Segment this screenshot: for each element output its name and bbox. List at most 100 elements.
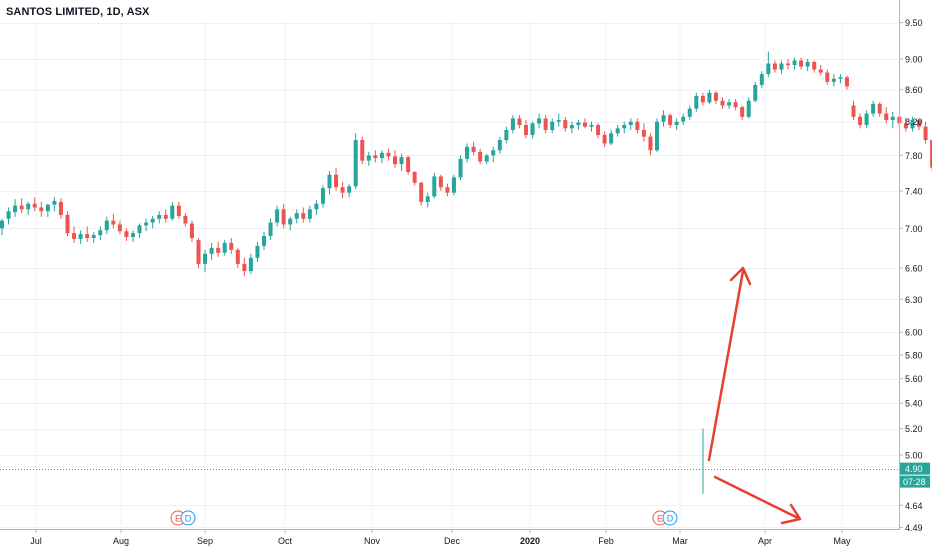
y-tick-label: 5.00: [905, 451, 923, 461]
candle-body: [235, 249, 240, 264]
candle-body: [537, 118, 542, 124]
candle-body: [229, 242, 234, 250]
x-tick-label: Jul: [30, 536, 42, 546]
candle-body: [222, 242, 227, 253]
candle-body: [327, 174, 332, 189]
candle-body: [890, 116, 895, 121]
candle-body: [628, 121, 633, 126]
candle-body: [792, 60, 797, 66]
candle-body: [124, 231, 129, 238]
candle-body: [52, 200, 57, 205]
arrow-up-line: [707, 269, 745, 462]
candle-body: [903, 123, 908, 129]
candle-body: [131, 233, 135, 238]
candle-body: [78, 234, 83, 239]
candle-body: [183, 215, 188, 224]
candle-body: [438, 176, 443, 188]
candle-body: [104, 220, 109, 231]
candle-body: [203, 253, 208, 264]
candle-body: [510, 118, 515, 130]
candle-body: [379, 152, 384, 159]
dividend-marker-label: D: [667, 514, 674, 524]
x-tick-label: Apr: [758, 536, 772, 546]
candle-body: [465, 146, 470, 159]
y-tick-label: 7.00: [905, 224, 923, 234]
candle-body: [144, 222, 149, 226]
candle-body: [65, 214, 70, 234]
candle-body: [550, 121, 555, 130]
candle-body: [812, 62, 817, 70]
candle-body: [320, 188, 325, 204]
candle-body: [864, 113, 869, 126]
candle-body: [858, 116, 863, 126]
candle-body: [307, 209, 312, 219]
y-tick-label: 6.00: [905, 328, 923, 338]
candle-body: [582, 122, 587, 127]
candle-body: [176, 205, 181, 216]
y-tick-label: 5.60: [905, 374, 923, 384]
y-tick-label: 5.80: [905, 351, 923, 361]
candle-body: [884, 113, 889, 121]
candle-body: [137, 225, 142, 234]
y-tick-label: 5.20: [905, 424, 923, 434]
candle-body: [85, 234, 90, 239]
y-tick-label: 6.60: [905, 263, 923, 273]
candle-body: [268, 222, 273, 237]
candle-body: [406, 157, 411, 173]
candle-body: [733, 102, 738, 108]
earnings-marker-label: E: [175, 514, 181, 524]
candle-body: [491, 150, 496, 156]
y-tick-label: 6.30: [905, 295, 923, 305]
candle-body: [930, 140, 932, 168]
candle-body: [412, 172, 417, 183]
candle-body: [851, 105, 856, 117]
y-tick-label: 8.60: [905, 85, 923, 95]
candle-body: [700, 95, 705, 103]
candle-body: [209, 247, 214, 254]
x-tick-label: Oct: [278, 536, 293, 546]
candle-body: [923, 126, 928, 141]
x-tick-label: May: [833, 536, 851, 546]
candle-body: [497, 140, 502, 151]
dividend-marker-label: D: [185, 514, 192, 524]
candle-body: [556, 120, 561, 122]
candle-body: [19, 205, 24, 210]
x-tick-label: 2020: [520, 536, 540, 546]
candle-body: [6, 211, 11, 219]
candle-body: [576, 122, 581, 126]
x-tick-label: Dec: [444, 536, 461, 546]
chart-title: SANTOS LIMITED, 1D, ASX: [6, 6, 150, 18]
y-tick-label: 5.40: [905, 399, 923, 409]
candle-body: [340, 187, 345, 193]
candle-body: [589, 125, 594, 127]
candle-body: [517, 118, 522, 126]
candle-body: [117, 224, 122, 232]
candle-body: [314, 203, 319, 210]
candle-body: [386, 152, 391, 157]
arrow-down-head: [780, 503, 802, 525]
candle-body: [39, 207, 44, 212]
candle-body: [451, 177, 456, 193]
x-tick-label: Feb: [598, 536, 614, 546]
candle-body: [779, 63, 784, 70]
y-tick-label: 9.50: [905, 18, 923, 28]
candle-body: [189, 223, 194, 239]
candle-body: [910, 120, 915, 129]
candle-body: [569, 125, 574, 129]
candle-body: [622, 125, 627, 129]
candle-body: [98, 230, 103, 236]
candle-body: [602, 134, 607, 144]
candle-body: [360, 140, 365, 161]
countdown-badge: [900, 475, 930, 488]
x-tick-label: Nov: [364, 536, 381, 546]
candle-body: [196, 239, 201, 264]
candle-body: [668, 115, 673, 126]
candle-body: [170, 205, 175, 219]
candle-body: [759, 74, 764, 85]
candle-body: [58, 201, 63, 215]
